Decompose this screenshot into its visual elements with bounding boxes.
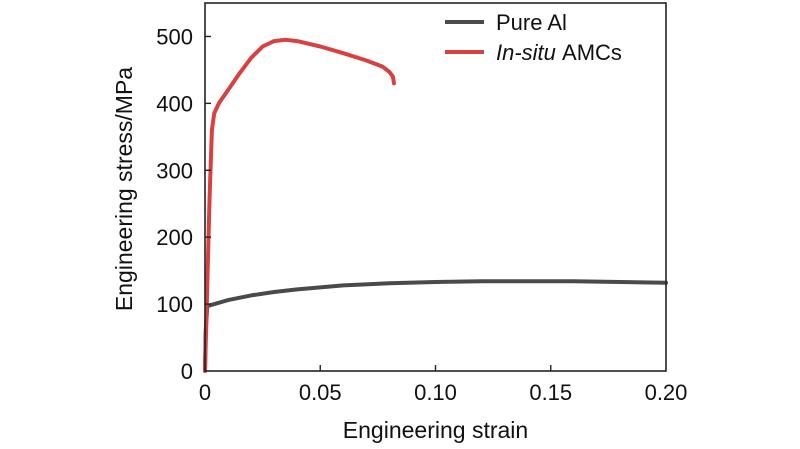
series-line-in-situ-amcs <box>203 37 396 373</box>
x-tick-label: 0.15 <box>529 380 572 405</box>
x-tick-label: 0.20 <box>645 380 688 405</box>
x-tick-label: 0 <box>199 380 211 405</box>
y-tick-label: 500 <box>156 24 193 49</box>
y-tick-label: 300 <box>156 158 193 183</box>
legend-label: Pure Al <box>496 10 567 35</box>
y-tick-label: 200 <box>156 225 193 250</box>
series-line-pure-al <box>203 279 668 373</box>
ticks-layer: 0 0.05 0.10 0.15 0.20 0 100 200 300 400 500 <box>156 24 687 405</box>
legend: Pure Al In-situ AMCs <box>445 10 622 65</box>
x-tick-label: 0.10 <box>414 380 457 405</box>
x-axis-label: Engineering strain <box>343 417 528 443</box>
y-tick-label: 400 <box>156 91 193 116</box>
series-layer <box>203 37 668 373</box>
y-tick-label: 0 <box>181 359 193 384</box>
y-tick-label: 100 <box>156 292 193 317</box>
y-axis-label: Engineering stress/MPa <box>111 67 137 311</box>
legend-label: In-situ AMCs <box>496 40 622 65</box>
x-tick-label: 0.05 <box>299 380 342 405</box>
